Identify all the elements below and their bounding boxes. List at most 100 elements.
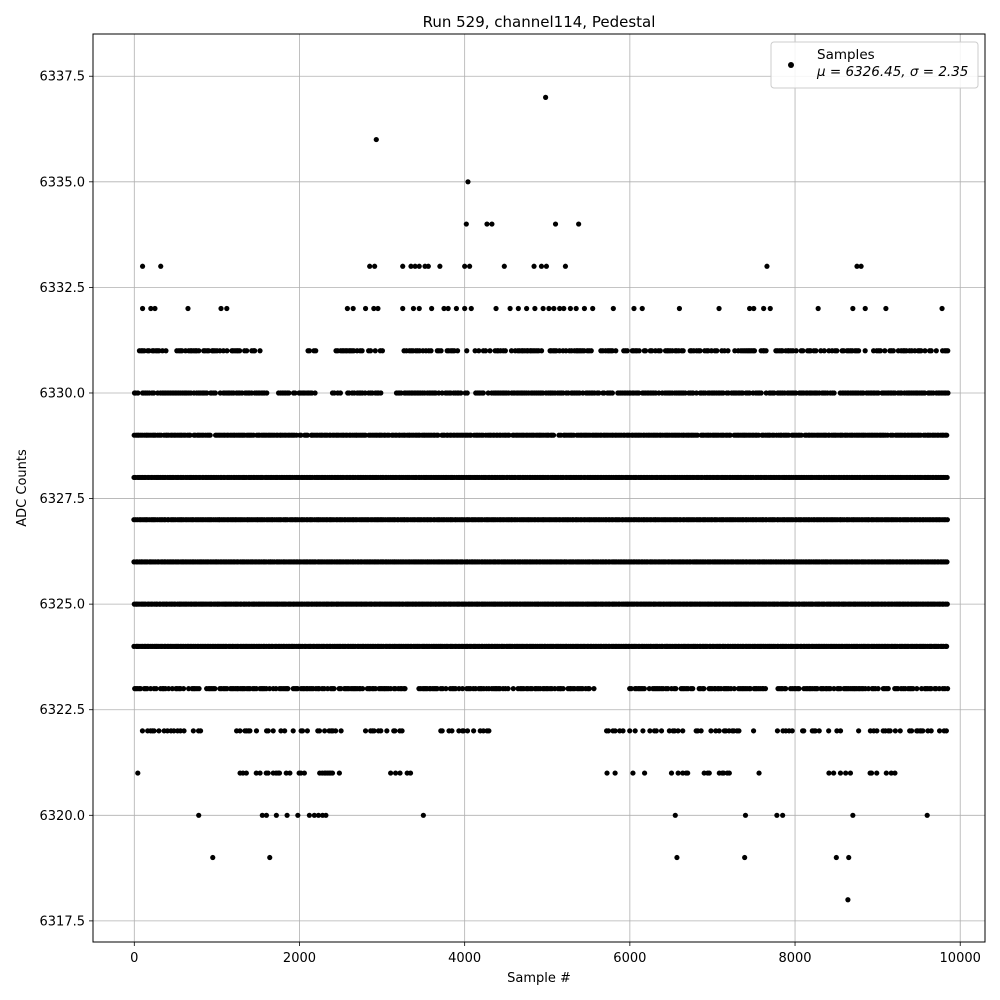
y-tick-label: 6337.5 [40, 70, 86, 85]
legend-label: Samples [817, 47, 875, 63]
data-point [515, 305, 521, 312]
data-point [815, 305, 821, 312]
data-point [416, 263, 422, 269]
data-point [909, 728, 915, 734]
legend-stats: μ = 6326.45, σ = 2.35 [816, 64, 968, 80]
data-point [482, 348, 489, 354]
data-point [148, 305, 154, 312]
data-point [259, 812, 265, 818]
data-point [373, 136, 379, 143]
data-point [666, 728, 672, 734]
data-point [847, 770, 854, 776]
data-point [639, 305, 645, 312]
data-point [360, 686, 366, 692]
data-point [546, 305, 552, 312]
data-point [329, 770, 336, 776]
data-point [837, 770, 844, 776]
data-point [367, 263, 373, 269]
data-point [756, 770, 762, 776]
data-point [253, 728, 260, 734]
data-point [135, 390, 141, 396]
data-point [624, 348, 630, 354]
x-tick-label: 0 [130, 951, 138, 966]
data-point [463, 221, 469, 227]
data-point [834, 728, 840, 734]
data-point [507, 305, 513, 312]
data-point [642, 348, 649, 354]
data-point [892, 770, 898, 776]
data-point [751, 348, 758, 354]
data-point [257, 348, 263, 354]
data-point [224, 348, 230, 354]
plot-frame [92, 33, 986, 943]
data-point [750, 728, 757, 734]
data-point [177, 728, 184, 734]
data-point [412, 263, 418, 269]
data-point [774, 812, 780, 818]
data-point [793, 390, 799, 396]
data-point [774, 728, 781, 734]
data-point [212, 686, 218, 692]
data-point [166, 686, 172, 692]
data-point [244, 348, 250, 354]
data-point [306, 348, 313, 354]
data-point [181, 728, 187, 734]
data-point [708, 728, 714, 734]
data-point [153, 686, 159, 692]
data-point [933, 348, 939, 354]
data-point [531, 263, 537, 269]
data-point [454, 348, 461, 354]
data-point [647, 728, 653, 734]
data-point [270, 728, 276, 734]
data-point [850, 305, 856, 312]
data-point [673, 686, 679, 692]
data-point [218, 305, 224, 312]
data-point [476, 348, 482, 354]
data-point [685, 770, 691, 776]
data-point [163, 348, 169, 354]
data-point [410, 305, 417, 312]
data-point [798, 432, 804, 438]
data-point [464, 348, 470, 354]
data-point [793, 348, 799, 354]
data-point [573, 305, 579, 312]
data-point [375, 305, 381, 312]
data-point [742, 854, 748, 861]
data-point [653, 728, 659, 734]
data-point [862, 305, 868, 312]
data-point [425, 263, 431, 269]
data-point [276, 770, 283, 776]
data-point [609, 390, 615, 396]
data-point [727, 432, 733, 438]
y-tick-label: 6322.5 [40, 703, 86, 718]
data-point [407, 770, 414, 776]
data-point [257, 770, 263, 776]
data-point [821, 348, 827, 354]
data-point [854, 263, 860, 269]
data-point [264, 390, 270, 396]
data-point [505, 686, 511, 692]
data-point [171, 728, 177, 734]
data-point [543, 94, 549, 100]
data-point [716, 728, 722, 734]
data-point [267, 686, 273, 692]
data-point [557, 305, 563, 312]
data-point [135, 770, 141, 776]
data-point [295, 812, 301, 818]
data-point [338, 728, 344, 734]
data-point [581, 305, 588, 312]
data-point [672, 812, 678, 818]
data-point [152, 305, 158, 312]
data-point [286, 390, 292, 396]
data-point [397, 770, 403, 776]
data-point [290, 728, 296, 734]
data-point [206, 348, 212, 354]
data-point [883, 305, 889, 312]
data-point [944, 601, 950, 607]
data-point [843, 770, 849, 776]
data-point [567, 305, 573, 312]
data-point [299, 728, 306, 734]
y-tick-label: 6327.5 [40, 492, 86, 507]
data-point [716, 305, 722, 312]
data-point [378, 390, 384, 396]
